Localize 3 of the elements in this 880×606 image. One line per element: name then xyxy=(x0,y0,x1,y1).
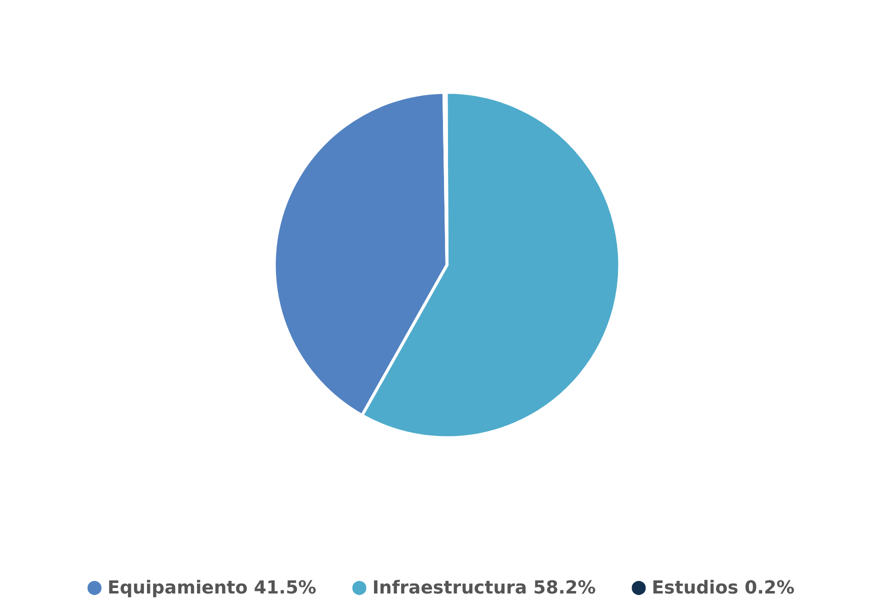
legend-label: Estudios 0.2% xyxy=(652,578,795,598)
legend-label: Infraestructura 58.2% xyxy=(372,578,596,598)
legend-label: Equipamiento 41.5% xyxy=(108,578,316,598)
